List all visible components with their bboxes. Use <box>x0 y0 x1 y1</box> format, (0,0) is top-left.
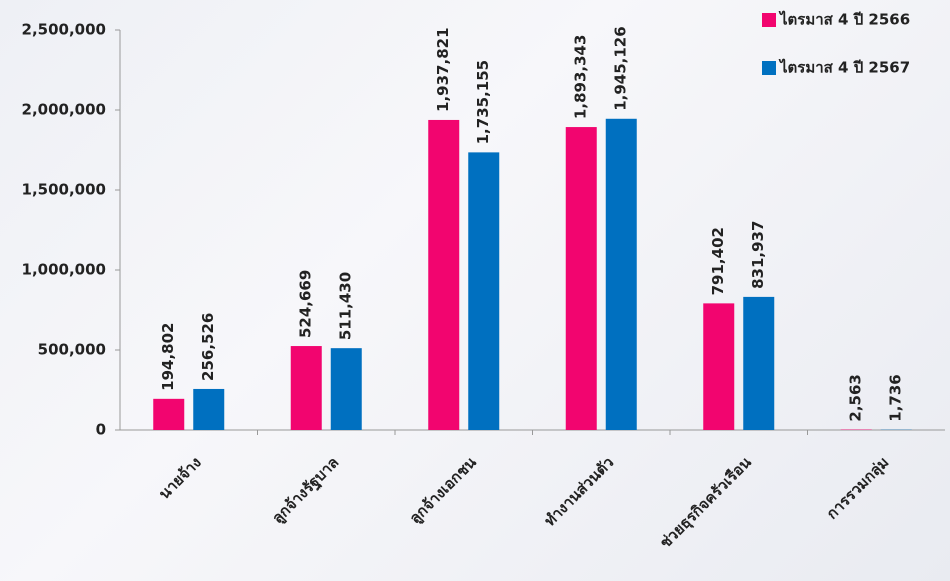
y-tick-label: 1,000,000 <box>22 261 106 279</box>
legend-swatch <box>762 61 776 75</box>
legend-swatch <box>762 13 776 27</box>
value-label: 256,526 <box>199 313 217 381</box>
value-label: 791,402 <box>709 227 727 295</box>
y-tick-label: 2,000,000 <box>22 101 106 119</box>
value-label: 511,430 <box>337 272 355 340</box>
value-label: 1,937,821 <box>434 27 452 111</box>
x-tick-label: ทำงานส่วนตัว <box>541 453 618 530</box>
x-tick-label: ลูกจ้างเอกชน <box>406 453 481 528</box>
value-label: 1,736 <box>887 374 905 421</box>
bar <box>565 127 597 430</box>
bar <box>193 388 225 430</box>
bar <box>743 296 775 430</box>
y-tick-label: 1,500,000 <box>22 181 106 199</box>
y-tick-label: 500,000 <box>38 341 106 359</box>
bar <box>153 398 185 430</box>
y-tick-label: 0 <box>96 421 106 439</box>
value-label: 524,669 <box>297 270 315 338</box>
bar <box>703 303 735 430</box>
bar <box>290 346 322 430</box>
bar <box>428 119 460 430</box>
legend-label: ไตรมาส 4 ปี 2566 <box>778 10 910 29</box>
value-label: 1,893,343 <box>572 35 590 119</box>
x-tick-label: การรวมกลุ่ม <box>823 453 893 523</box>
legend-label: ไตรมาส 4 ปี 2567 <box>778 58 910 77</box>
bar <box>605 118 637 430</box>
x-tick-label: ลูกจ้างรัฐบาล <box>269 453 343 527</box>
bar <box>330 348 362 430</box>
value-label: 2,563 <box>847 374 865 421</box>
value-label: 831,937 <box>749 221 767 289</box>
value-label: 1,735,155 <box>474 60 492 144</box>
x-tick-label: นายจ้าง <box>155 453 205 503</box>
value-label: 1,945,126 <box>612 26 630 110</box>
y-tick-label: 2,500,000 <box>22 21 106 39</box>
value-label: 194,802 <box>159 323 177 391</box>
x-tick-label: ช่วยธุรกิจครัวเรือน <box>656 453 756 553</box>
bar <box>468 152 500 431</box>
